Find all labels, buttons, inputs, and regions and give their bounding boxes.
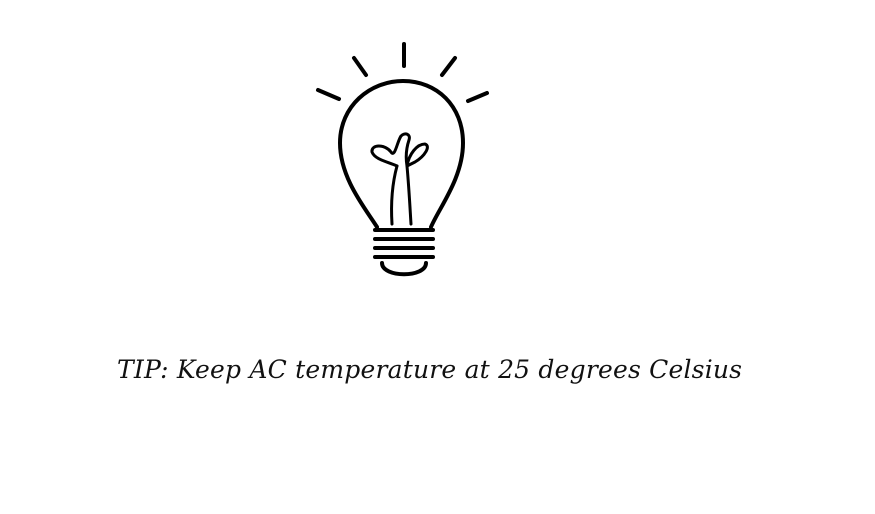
tip-text: TIP: Keep AC temperature at 25 degrees C…: [117, 355, 743, 384]
lightbulb-icon: [316, 42, 489, 277]
